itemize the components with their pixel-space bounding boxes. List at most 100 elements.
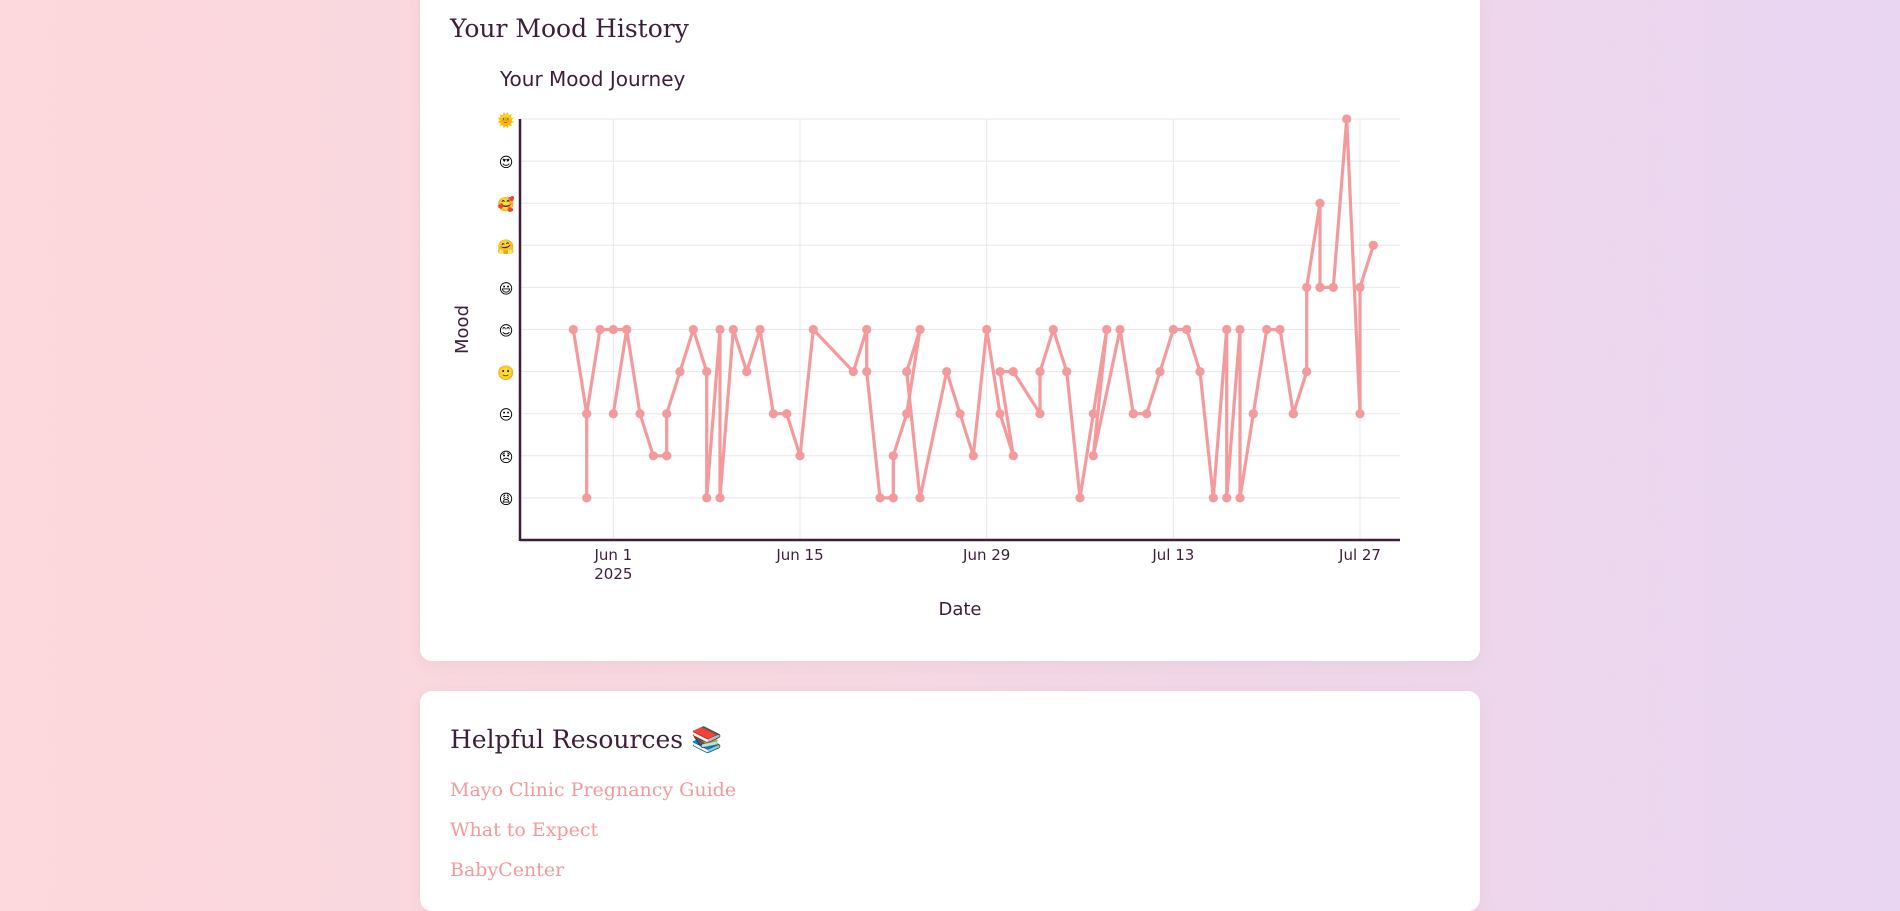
mood-point	[942, 367, 952, 377]
mood-point	[1048, 324, 1058, 335]
mood-point	[662, 451, 672, 461]
mood-point	[915, 493, 925, 503]
mood-point	[1182, 324, 1192, 335]
mood-point	[902, 367, 912, 377]
mood-point	[1355, 409, 1365, 419]
mood-point	[1315, 198, 1325, 208]
mood-point	[648, 451, 658, 461]
mood-point	[742, 367, 752, 377]
mood-point	[1102, 324, 1112, 335]
mood-point	[862, 367, 872, 377]
resource-item: BabyCenter	[450, 859, 736, 899]
y-tick-label: 😩	[499, 492, 514, 508]
mood-point	[755, 324, 765, 335]
mood-point	[875, 493, 885, 503]
mood-point	[1088, 451, 1098, 461]
mood-point	[662, 409, 672, 419]
mood-point	[1275, 324, 1285, 335]
resource-link-mayo-clinic[interactable]: Mayo Clinic Pregnancy Guide	[450, 779, 737, 801]
x-tick-label: Jun 15	[775, 546, 823, 564]
y-tick-label: 😊	[499, 324, 514, 340]
mood-point	[595, 324, 605, 335]
y-tick-label: 🤗	[497, 238, 515, 255]
mood-point	[1222, 324, 1232, 335]
mood-point	[1208, 493, 1218, 503]
mood-point	[1342, 114, 1352, 124]
mood-point	[1262, 324, 1272, 335]
y-tick-label: 😐	[499, 408, 514, 424]
y-tick-label: 😞	[499, 450, 514, 466]
mood-point	[1235, 324, 1245, 335]
mood-line	[571, 117, 1375, 500]
mood-point	[1302, 367, 1312, 377]
mood-point	[715, 493, 725, 503]
resource-link-what-to-expect[interactable]: What to Expect	[450, 819, 599, 841]
x-tick-label: Jul 27	[1338, 546, 1381, 564]
mood-point	[1235, 493, 1245, 503]
mood-point	[622, 324, 632, 335]
mood-point	[1142, 409, 1152, 419]
mood-point	[582, 409, 592, 419]
mood-point	[1302, 282, 1312, 292]
mood-point	[862, 324, 872, 335]
mood-point	[1315, 282, 1325, 292]
y-tick-label: 🌞	[497, 111, 515, 129]
mood-point	[715, 324, 725, 335]
x-tick-label: Jun 29	[962, 546, 1010, 564]
chart-title: Your Mood Journey	[499, 67, 685, 91]
mood-point	[982, 324, 992, 335]
mood-point	[1288, 409, 1298, 419]
y-tick-label: 😃	[499, 281, 514, 297]
mood-point	[1088, 409, 1098, 419]
mood-point	[968, 451, 978, 461]
mood-point	[635, 409, 645, 419]
mood-point	[728, 324, 738, 335]
resource-item: Mayo Clinic Pregnancy Guide	[450, 779, 736, 819]
mood-point	[582, 493, 592, 503]
mood-point	[888, 493, 898, 503]
mood-point	[808, 324, 818, 335]
mood-point	[568, 324, 578, 335]
mood-point	[995, 367, 1005, 377]
x-tick-label: Jul 13	[1151, 546, 1194, 564]
mood-point	[1355, 282, 1365, 292]
mood-point	[1035, 367, 1045, 377]
mood-point	[1155, 367, 1165, 377]
mood-point	[782, 409, 792, 419]
mood-point	[608, 324, 618, 335]
mood-point	[1062, 367, 1072, 377]
x-tick-label: Jun 1	[593, 546, 632, 564]
mood-point	[848, 367, 858, 377]
x-tick-label: 2025	[594, 565, 632, 583]
resources-title: Helpful Resources 📚	[450, 725, 723, 754]
mood-point	[1195, 367, 1205, 377]
mood-point	[995, 409, 1005, 419]
mood-point	[688, 324, 698, 335]
x-axis-title: Date	[938, 599, 981, 620]
mood-point	[1008, 451, 1018, 461]
mood-point	[1115, 324, 1125, 335]
mood-point	[608, 409, 618, 419]
y-axis-title: Mood	[452, 305, 473, 354]
mood-point	[795, 451, 805, 461]
mood-point	[1328, 282, 1338, 292]
mood-point	[1008, 367, 1018, 377]
mood-point	[915, 324, 925, 335]
mood-point	[768, 409, 778, 419]
mood-point	[1222, 493, 1232, 503]
mood-point	[702, 493, 712, 503]
resources-list: Mayo Clinic Pregnancy Guide What to Expe…	[450, 779, 736, 899]
mood-point	[1075, 493, 1085, 503]
mood-point	[902, 409, 912, 419]
y-tick-label: 🙂	[497, 365, 514, 382]
resource-item: What to Expect	[450, 819, 736, 859]
mood-point	[675, 367, 685, 377]
resources-card: Helpful Resources 📚 Mayo Clinic Pregnanc…	[420, 691, 1480, 911]
mood-point	[1128, 409, 1138, 419]
mood-history-card: Your Mood History Your Mood Journey 😩 😞 😐 🙂 😊…	[420, 0, 1480, 661]
mood-point	[1168, 324, 1178, 335]
resource-link-babycenter[interactable]: BabyCenter	[450, 859, 565, 881]
mood-point	[888, 451, 898, 461]
mood-point	[955, 409, 965, 419]
